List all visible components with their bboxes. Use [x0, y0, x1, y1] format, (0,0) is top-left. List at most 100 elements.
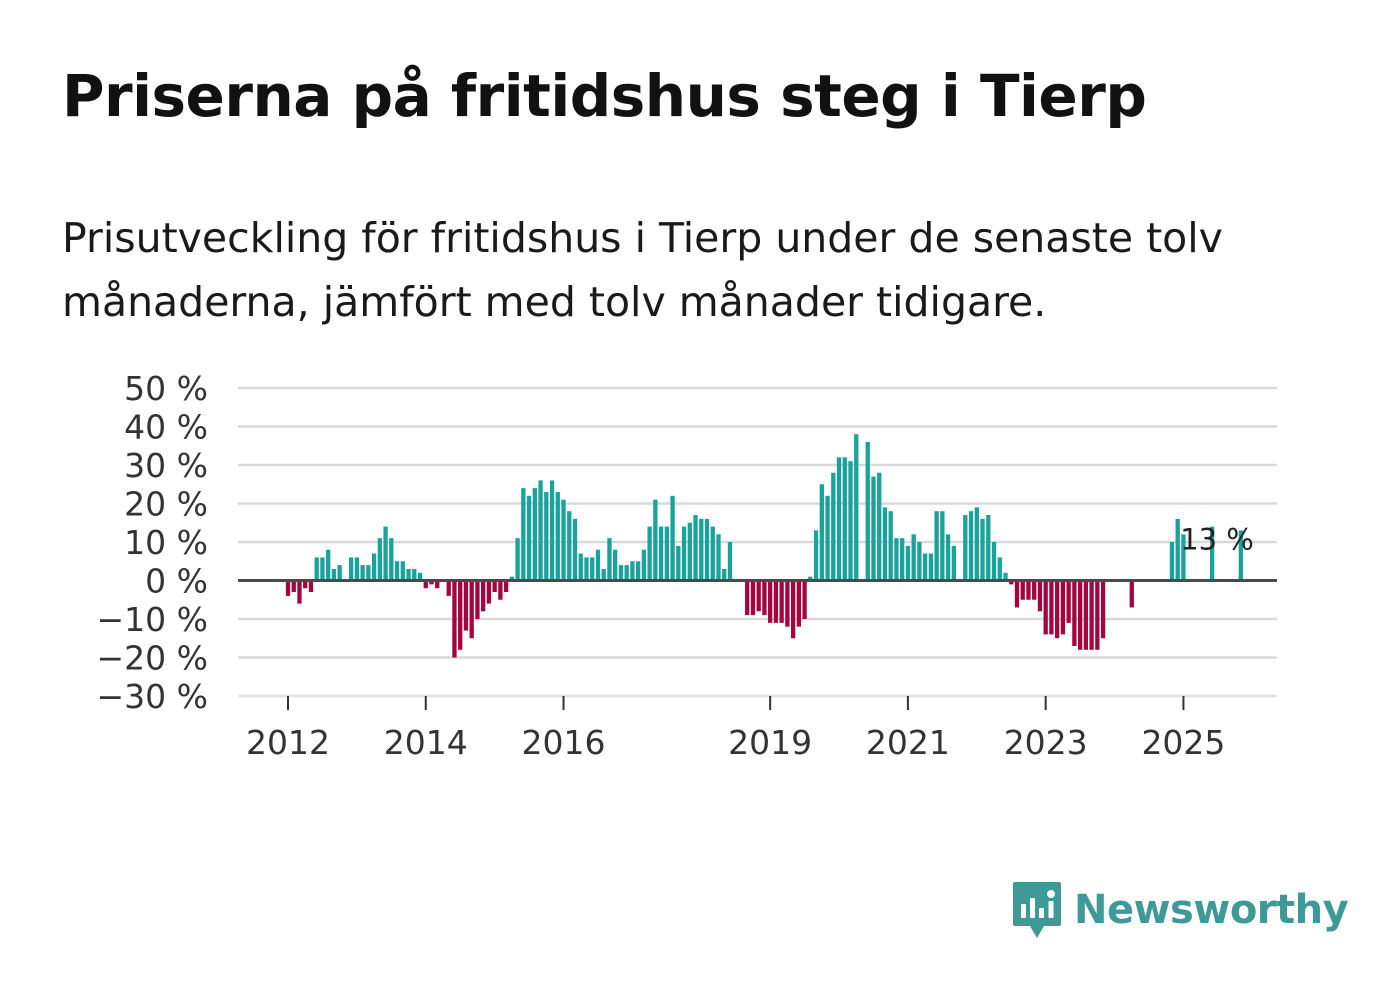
bar: [716, 534, 721, 581]
x-tick-label: 2021: [866, 723, 950, 762]
bar: [601, 568, 606, 581]
y-tick-label: 50 %: [124, 369, 208, 408]
bar: [790, 580, 796, 639]
bar: [940, 511, 945, 581]
bar-chart: 50 %40 %30 %20 %10 %0 %−10 %−20 %−30 % 2…: [97, 369, 1277, 762]
bar: [383, 526, 388, 581]
bar: [389, 538, 394, 581]
bar: [452, 580, 457, 658]
bar: [641, 549, 647, 581]
data-label: 13 %: [1180, 523, 1254, 557]
bar: [968, 511, 974, 581]
bar: [877, 472, 882, 581]
bar: [1060, 580, 1066, 635]
bar: [285, 580, 291, 596]
bar: [658, 526, 664, 581]
bar: [303, 580, 308, 589]
bar: [618, 565, 624, 581]
bar: [1026, 580, 1031, 600]
bar: [526, 495, 532, 581]
bar: [1009, 580, 1014, 585]
bar: [544, 491, 549, 581]
bar: [320, 557, 325, 581]
bar: [297, 580, 302, 604]
bar: [1049, 580, 1054, 635]
bar: [785, 580, 790, 627]
bar: [842, 457, 847, 581]
brand-name: Newsworthy: [1074, 887, 1349, 933]
bar: [980, 518, 985, 581]
bar: [825, 495, 830, 581]
bar: [750, 580, 756, 616]
bar: [435, 580, 440, 589]
bar: [366, 565, 371, 581]
bar: [1175, 518, 1180, 581]
bar: [819, 484, 824, 581]
bar: [1083, 580, 1089, 650]
bar: [1003, 572, 1008, 581]
bar: [647, 526, 652, 581]
bar: [836, 457, 842, 581]
bar: [997, 557, 1002, 581]
y-axis-labels: 50 %40 %30 %20 %10 %0 %−10 %−20 %−30 %: [97, 369, 209, 716]
bar: [813, 530, 819, 581]
y-tick-label: 40 %: [124, 408, 208, 447]
bar: [722, 568, 727, 581]
bar: [900, 538, 905, 581]
x-tick-label: 2012: [246, 723, 330, 762]
bar: [331, 568, 337, 581]
y-tick-label: −20 %: [97, 639, 209, 678]
bar: [1043, 580, 1048, 635]
bar: [429, 580, 434, 585]
x-tick-label: 2023: [1004, 723, 1088, 762]
x-axis: 2012 2014 2016 2019 2021 2023 2025: [238, 579, 1277, 762]
bar: [417, 572, 423, 581]
bar: [423, 580, 428, 589]
newsworthy-logo-icon: [1013, 882, 1061, 938]
bar: [1209, 526, 1215, 581]
bar: [699, 518, 704, 581]
x-tick-label: 2025: [1141, 723, 1225, 762]
y-tick-label: 30 %: [124, 446, 208, 485]
bar: [394, 561, 400, 581]
brand-logo: Newsworthy: [1012, 880, 1349, 940]
bar-series: [285, 434, 1243, 658]
bar: [802, 580, 807, 619]
x-tick-label: 2019: [728, 723, 812, 762]
bar: [710, 526, 715, 581]
y-tick-label: 20 %: [124, 485, 208, 524]
bar: [567, 511, 572, 581]
bar: [624, 565, 629, 581]
chart-title: Priserna på fritidshus steg i Tierp: [62, 62, 1147, 130]
bar: [400, 561, 405, 581]
bar: [475, 580, 480, 619]
bar: [595, 549, 601, 581]
bar: [1181, 534, 1186, 581]
bar: [584, 557, 589, 581]
bar: [463, 580, 469, 631]
bar: [377, 538, 382, 581]
x-tick-label: 2016: [522, 723, 606, 762]
bar: [727, 542, 733, 581]
bar: [572, 518, 578, 581]
bar: [848, 461, 853, 581]
bar: [871, 476, 876, 581]
bar: [951, 545, 956, 581]
bar: [515, 538, 520, 581]
bar: [670, 495, 675, 581]
bar: [945, 534, 951, 581]
bar: [538, 480, 543, 581]
bar: [1238, 530, 1243, 581]
annotations: 13 %: [1180, 523, 1254, 557]
bar: [831, 472, 836, 581]
bar: [745, 580, 750, 616]
bar: [492, 580, 497, 593]
bar: [928, 553, 934, 581]
bar: [1129, 580, 1134, 608]
bar: [607, 538, 612, 581]
bar: [1032, 580, 1037, 600]
bar: [521, 488, 526, 581]
bar: [291, 580, 296, 593]
bar: [693, 515, 698, 581]
x-tick-label: 2014: [384, 723, 468, 762]
